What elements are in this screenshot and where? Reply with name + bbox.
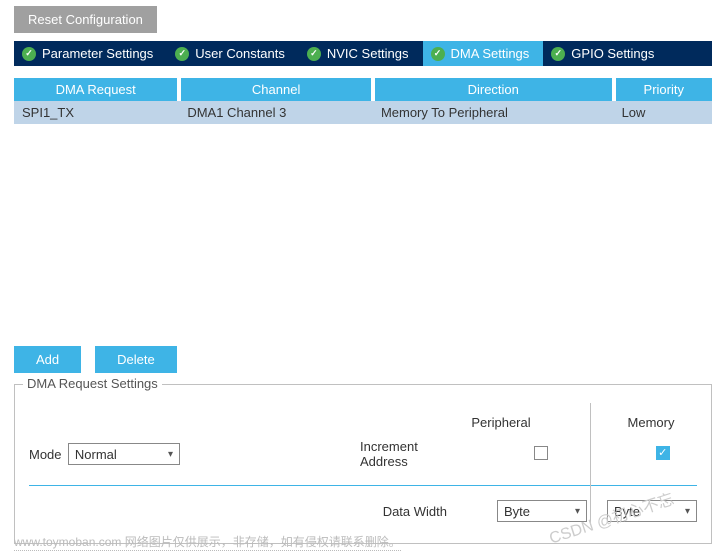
mode-select[interactable]: Normal ▾ <box>68 443 180 465</box>
data-width-label: Data Width <box>383 504 447 519</box>
footnote-text: www.toymoban.com 网络图片仅供展示，非存储，如有侵权请联系删除。 <box>14 533 401 551</box>
memory-header: Memory <box>611 415 691 430</box>
check-icon: ✓ <box>22 47 36 61</box>
tab-label: Parameter Settings <box>42 46 153 61</box>
horizontal-divider <box>29 485 697 486</box>
cell-dma-request: SPI1_TX <box>14 101 179 124</box>
tab-nvic-settings[interactable]: ✓ NVIC Settings <box>299 41 423 66</box>
add-button[interactable]: Add <box>14 346 81 373</box>
check-icon: ✓ <box>307 47 321 61</box>
memory-increment-cell <box>629 446 697 463</box>
check-icon: ✓ <box>175 47 189 61</box>
column-labels: Peripheral Memory <box>461 415 691 430</box>
memory-increment-checkbox[interactable] <box>656 446 670 460</box>
peripheral-increment-cell <box>507 446 575 463</box>
col-dma-request[interactable]: DMA Request <box>14 78 179 101</box>
tab-dma-settings[interactable]: ✓ DMA Settings <box>423 41 544 66</box>
peripheral-header: Peripheral <box>461 415 541 430</box>
peripheral-data-width-value: Byte <box>504 504 530 519</box>
dma-table: DMA Request Channel Direction Priority S… <box>14 78 712 124</box>
settings-row-datawidth: Data Width Byte ▾ Byte ▾ <box>29 500 697 522</box>
peripheral-data-width-select[interactable]: Byte ▾ <box>497 500 587 522</box>
tab-label: DMA Settings <box>451 46 530 61</box>
table-row[interactable]: SPI1_TX DMA1 Channel 3 Memory To Periphe… <box>14 101 712 124</box>
reset-configuration-button[interactable]: Reset Configuration <box>14 6 157 33</box>
chevron-down-icon: ▾ <box>168 449 173 460</box>
chevron-down-icon: ▾ <box>575 506 580 517</box>
settings-row-mode: Mode Normal ▾ Increment Address <box>29 439 697 469</box>
dma-request-settings-panel: DMA Request Settings Peripheral Memory M… <box>14 384 712 544</box>
action-buttons: Add Delete <box>14 346 177 373</box>
delete-button[interactable]: Delete <box>95 346 177 373</box>
memory-data-width-select[interactable]: Byte ▾ <box>607 500 697 522</box>
peripheral-increment-checkbox[interactable] <box>534 446 548 460</box>
mode-label: Mode <box>29 447 68 462</box>
tab-parameter-settings[interactable]: ✓ Parameter Settings <box>14 41 167 66</box>
chevron-down-icon: ▾ <box>685 506 690 517</box>
panel-legend: DMA Request Settings <box>23 376 162 391</box>
tab-label: NVIC Settings <box>327 46 409 61</box>
increment-address-label: Increment Address <box>360 439 452 469</box>
cell-direction: Memory To Peripheral <box>373 101 614 124</box>
mode-value: Normal <box>75 447 117 462</box>
col-priority[interactable]: Priority <box>614 78 712 101</box>
check-icon: ✓ <box>551 47 565 61</box>
cell-priority: Low <box>614 101 712 124</box>
cell-channel: DMA1 Channel 3 <box>179 101 373 124</box>
check-icon: ✓ <box>431 47 445 61</box>
tab-gpio-settings[interactable]: ✓ GPIO Settings <box>543 41 668 66</box>
tab-label: GPIO Settings <box>571 46 654 61</box>
tab-user-constants[interactable]: ✓ User Constants <box>167 41 299 66</box>
col-channel[interactable]: Channel <box>179 78 373 101</box>
col-direction[interactable]: Direction <box>373 78 614 101</box>
tabs-bar: ✓ Parameter Settings ✓ User Constants ✓ … <box>14 41 712 66</box>
dma-table-wrapper: DMA Request Channel Direction Priority S… <box>14 78 712 124</box>
tab-label: User Constants <box>195 46 285 61</box>
memory-data-width-value: Byte <box>614 504 640 519</box>
